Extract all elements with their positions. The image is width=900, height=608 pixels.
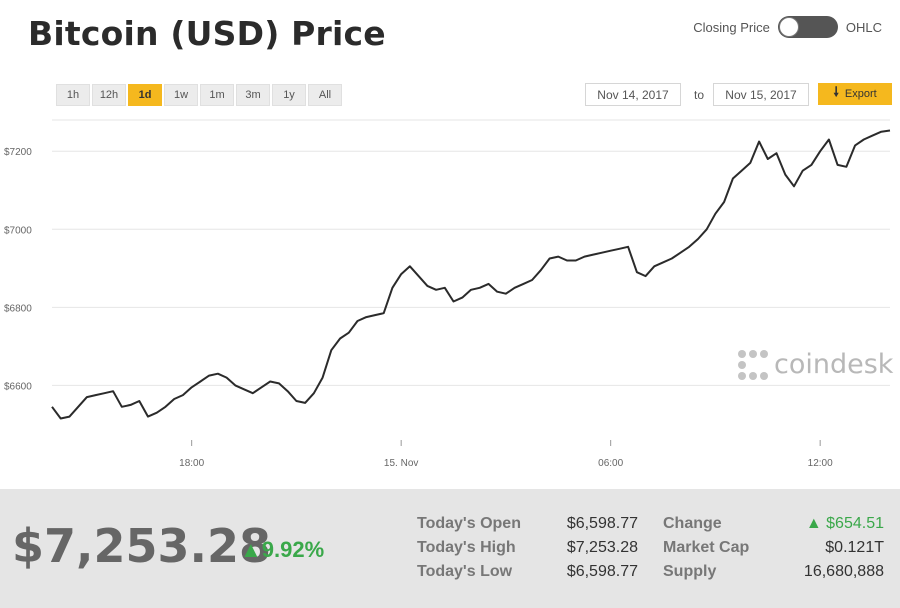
range-button-1w[interactable]: 1w <box>164 84 198 106</box>
range-selector: 1h 12h 1d 1w 1m 3m 1y All <box>56 84 342 106</box>
current-price: $7,253.28 <box>12 519 271 573</box>
price-series-line <box>51 129 891 420</box>
market-cap-value: $0.121T <box>825 539 884 556</box>
export-button[interactable]: 🠗 Export <box>818 83 892 105</box>
high-label: Today's High <box>417 539 516 556</box>
date-to-label: to <box>694 88 705 102</box>
closing-price-label: Closing Price <box>693 19 770 35</box>
supply-label: Supply <box>663 563 717 580</box>
watermark-text: coindesk <box>774 349 894 380</box>
price-summary-panel: $7,253.28 ▲9.92% Today's Open $6,598.77 … <box>0 489 900 608</box>
change-amount: $654.51 <box>826 515 884 532</box>
ohlc-label: OHLC <box>845 19 882 35</box>
export-label: Export <box>844 88 877 100</box>
x-tick-label: 15. Nov <box>384 458 418 469</box>
x-tick-label: 12:00 <box>808 458 833 469</box>
y-tick-label: $6800 <box>4 303 32 314</box>
range-button-3m[interactable]: 3m <box>236 84 270 106</box>
x-tick-label: 18:00 <box>179 458 204 469</box>
change-percent: ▲9.92% <box>240 537 324 563</box>
open-value: $6,598.77 <box>566 515 638 532</box>
to-date-input[interactable]: Nov 15, 2017 <box>713 83 809 106</box>
coindesk-logo-icon <box>738 349 768 380</box>
market-cap-label: Market Cap <box>663 539 750 556</box>
page-title: Bitcoin (USD) Price <box>28 14 386 53</box>
coindesk-watermark: coindesk <box>738 349 893 380</box>
change-percent-value: 9.92% <box>261 537 325 562</box>
y-tick-label: $6600 <box>4 381 32 392</box>
range-button-12h[interactable]: 12h <box>92 84 126 106</box>
price-mode-toggle[interactable] <box>777 16 838 38</box>
range-button-1h[interactable]: 1h <box>56 84 90 106</box>
range-button-all[interactable]: All <box>308 84 342 106</box>
from-date-input[interactable]: Nov 14, 2017 <box>585 83 681 106</box>
up-triangle-icon: ▲ <box>805 515 827 532</box>
download-arrow-icon: 🠗 <box>833 84 839 99</box>
low-value: $6,598.77 <box>566 563 638 580</box>
supply-value: 16,680,888 <box>803 563 884 580</box>
change-label: Change <box>663 515 722 532</box>
toggle-knob <box>778 17 799 37</box>
y-tick-label: $7000 <box>4 225 32 236</box>
range-button-1d[interactable]: 1d <box>128 84 162 106</box>
price-mode-toggle-group: Closing Price OHLC <box>693 16 882 38</box>
open-label: Today's Open <box>417 515 521 532</box>
high-value: $7,253.28 <box>566 539 638 556</box>
low-label: Today's Low <box>417 563 513 580</box>
range-button-1m[interactable]: 1m <box>200 84 234 106</box>
range-button-1y[interactable]: 1y <box>272 84 306 106</box>
x-tick-label: 06:00 <box>598 458 623 469</box>
y-tick-label: $7200 <box>4 147 32 158</box>
up-triangle-icon: ▲ <box>240 537 262 562</box>
change-value: ▲ $654.51 <box>760 515 884 533</box>
price-chart: $6600 $6800 $7000 $7200 18:00 15. Nov 06:00 12:… <box>4 119 891 469</box>
